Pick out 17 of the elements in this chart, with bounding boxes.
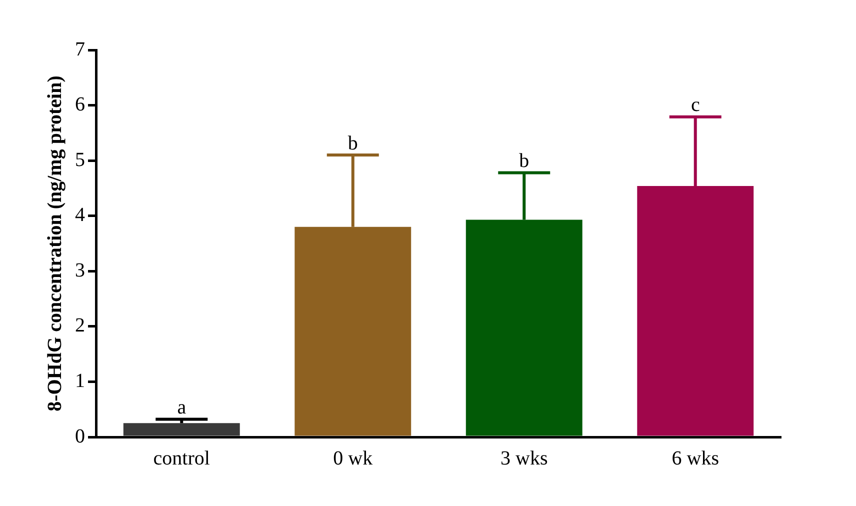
y-axis-title: 8-OHdG concentration (ng/mg protein) xyxy=(44,76,66,412)
x-tick-label: 6 wks xyxy=(672,447,720,470)
annotation: a xyxy=(177,396,186,419)
x-tick-label: control xyxy=(153,447,210,470)
y-tick-label: 6 xyxy=(75,94,85,116)
y-tick-label: 3 xyxy=(75,259,85,282)
annotation: c xyxy=(690,94,700,116)
x-tick-label: 0 wk xyxy=(333,447,373,470)
y-tick-label: 0 xyxy=(75,425,85,448)
annotation: b xyxy=(519,150,530,172)
x-tick-label: 3 wks xyxy=(500,447,548,470)
y-tick-label: 2 xyxy=(75,314,85,337)
annotation: b xyxy=(348,132,358,154)
y-tick-label: 1 xyxy=(75,370,85,392)
y-tick-label: 5 xyxy=(75,148,85,171)
y-tick-label: 4 xyxy=(75,204,85,226)
y-tick-label: 7 xyxy=(75,38,85,60)
